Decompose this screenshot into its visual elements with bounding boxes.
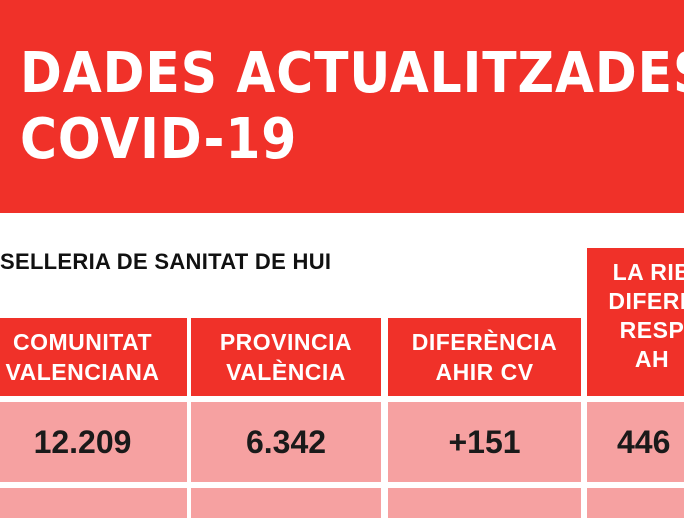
header-line: COMUNITAT — [12, 329, 153, 355]
table-cell-empty — [587, 488, 684, 518]
header-line: LA RIB — [612, 259, 684, 285]
table-cell-empty — [191, 488, 381, 518]
source-subtitle: SELLERIA DE SANITAT DE HUI — [0, 249, 332, 274]
header-line: VALENCIANA — [5, 359, 160, 385]
title-line-2: COVID-19 — [20, 107, 298, 172]
value-la-ribera: 446 — [587, 402, 684, 482]
value-comunitat-valenciana: 12.209 — [0, 402, 187, 482]
table-cell-empty — [0, 488, 187, 518]
header-line: RESP — [619, 317, 684, 343]
header-comunitat-valenciana: COMUNITAT VALENCIANA — [0, 318, 187, 396]
table-cell-empty — [388, 488, 581, 518]
header-line: VALÈNCIA — [226, 359, 346, 385]
header-line: DIFERÈ — [608, 288, 684, 314]
header-line: DIFERÈNCIA — [411, 329, 558, 355]
header-provincia-valencia: PROVINCIA VALÈNCIA — [191, 318, 381, 396]
header-line: AHIR CV — [435, 359, 534, 385]
title-line-1: DADES ACTUALITZADES — [20, 41, 684, 106]
header-la-ribera: LA RIB DIFERÈ RESP AH — [587, 248, 684, 396]
value-provincia-valencia: 6.342 — [191, 402, 381, 482]
header-line: AH — [634, 346, 670, 372]
header-diferencia-ahir: DIFERÈNCIA AHIR CV — [388, 318, 581, 396]
header-line: PROVINCIA — [219, 329, 353, 355]
title-banner: DADES ACTUALITZADES COVID-19 — [0, 0, 684, 213]
value-diferencia-ahir: +151 — [388, 402, 581, 482]
